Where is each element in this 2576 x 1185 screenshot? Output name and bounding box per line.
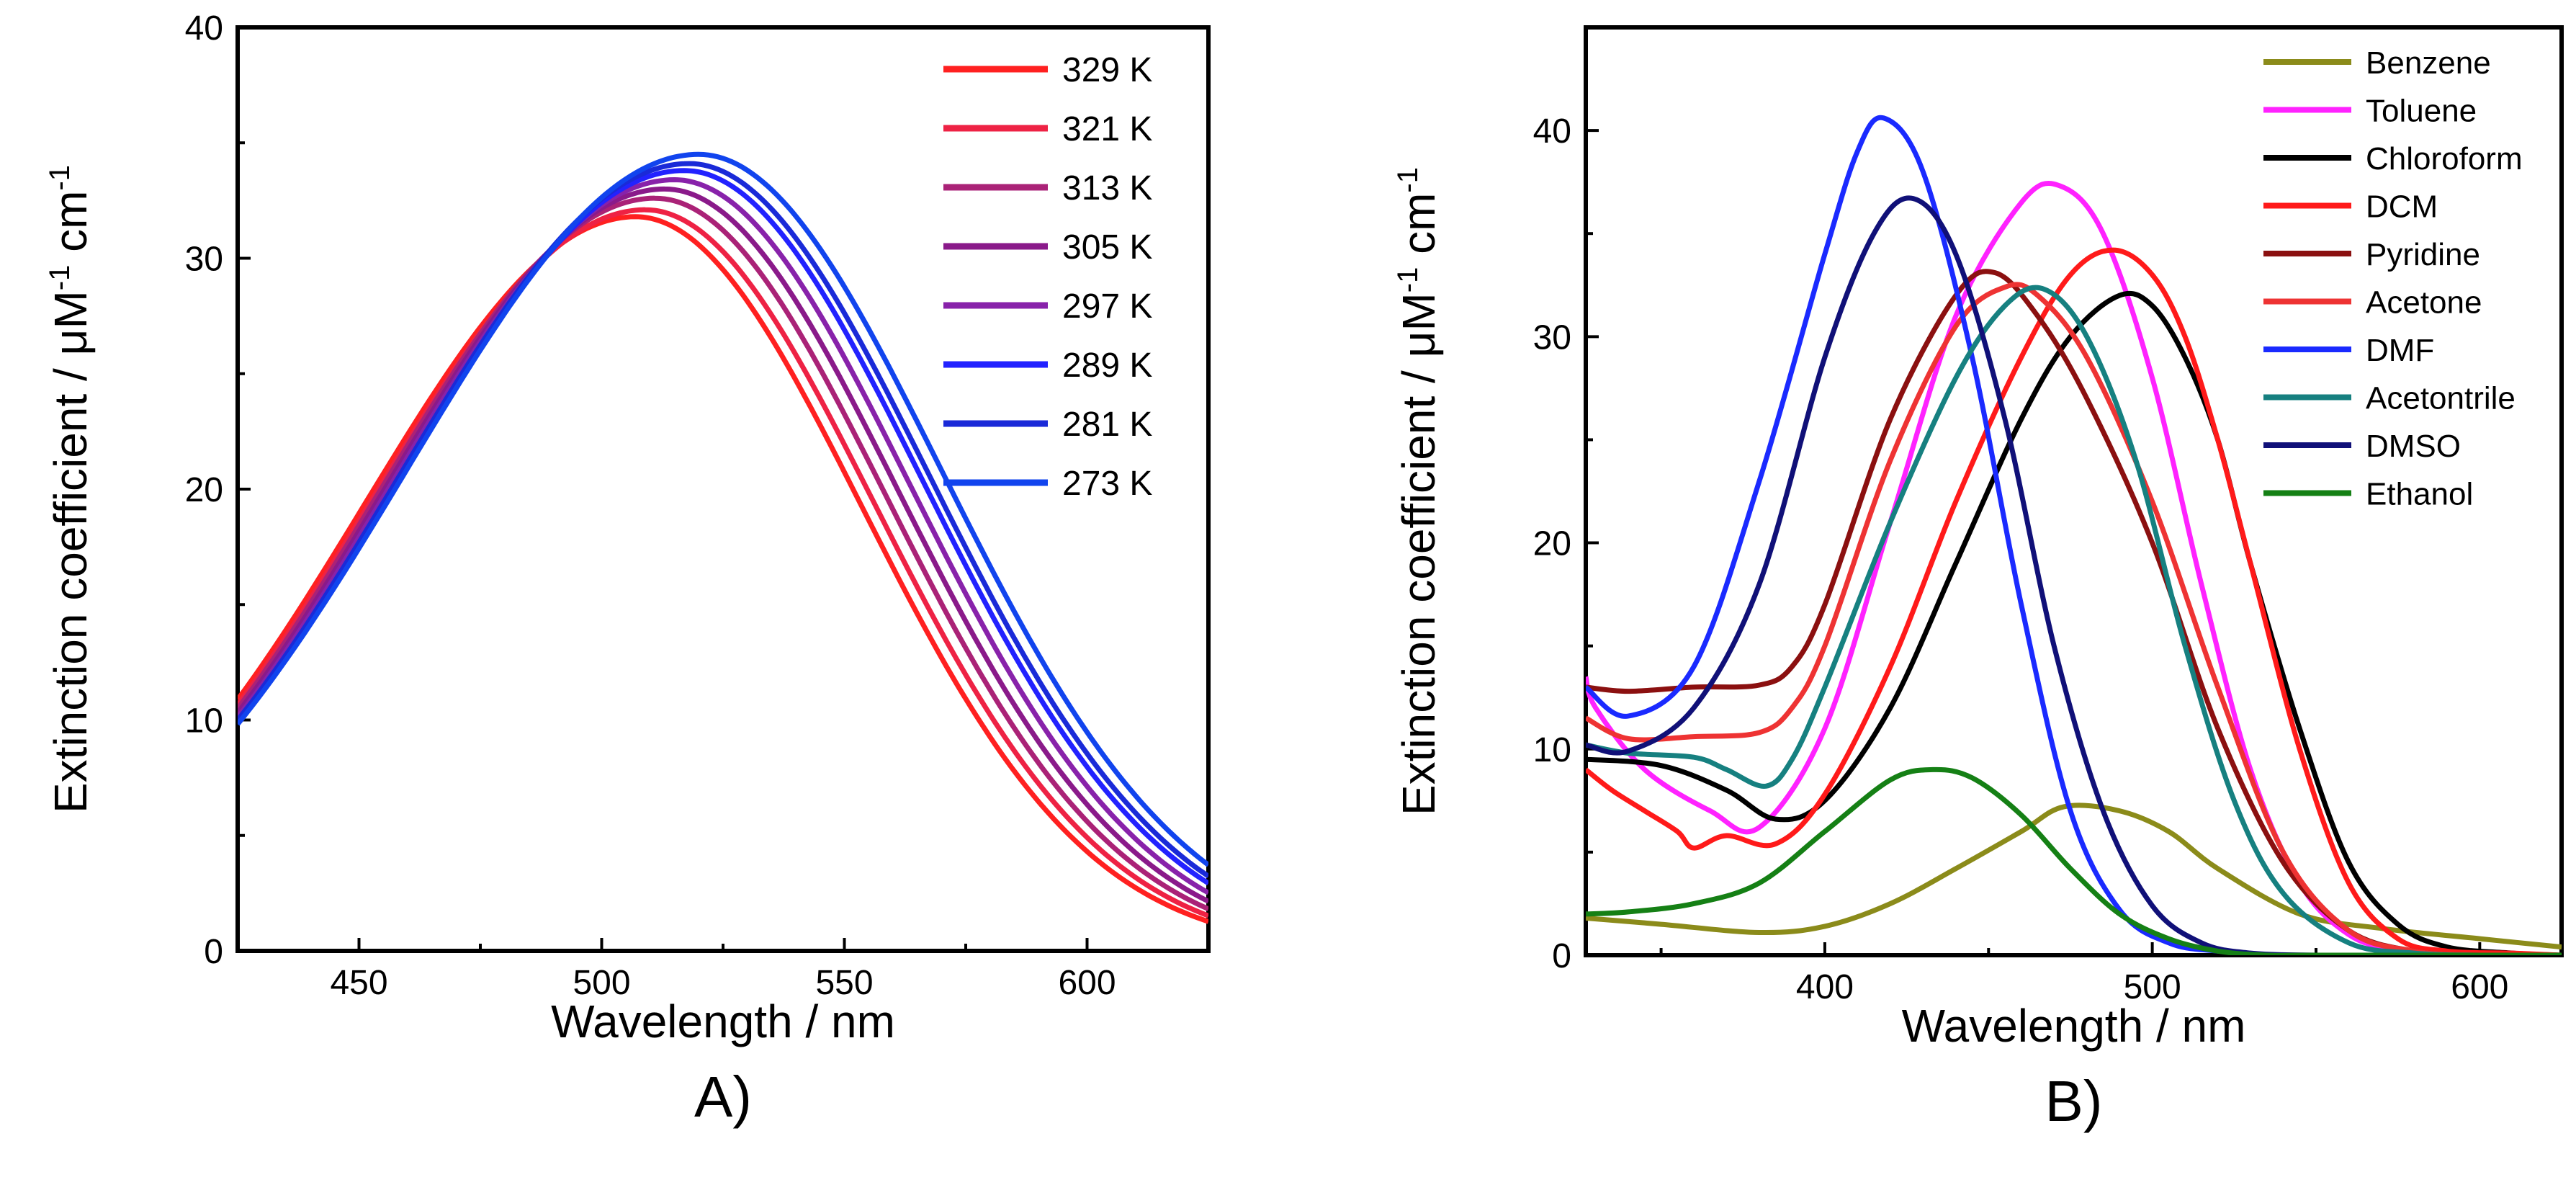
- y-tick-label: 40: [1533, 112, 1571, 151]
- y-axis-label-unit: cm: [45, 191, 97, 265]
- y-axis-label-sup: -1: [44, 265, 76, 291]
- y-tick-label: 0: [1552, 937, 1571, 975]
- legend-label: 273 K: [1062, 465, 1152, 503]
- series-line: [238, 151, 1208, 867]
- y-axis-label-main: Extinction coefficient / μM: [45, 290, 97, 813]
- y-tick-label: 10: [1533, 731, 1571, 769]
- legend-label: 297 K: [1062, 287, 1152, 326]
- x-tick-label: 500: [2124, 968, 2181, 1006]
- series-line: [1586, 247, 2562, 955]
- series-line: [1586, 802, 2562, 950]
- legend-label: 321 K: [1062, 110, 1152, 148]
- legend-label: Acetontrile: [2366, 381, 2516, 416]
- y-tick-label: 40: [185, 9, 223, 48]
- legend-label: 313 K: [1062, 169, 1152, 207]
- legend-label: 329 K: [1062, 51, 1152, 89]
- legend-label: DMF: [2366, 333, 2434, 368]
- x-tick-label: 550: [815, 964, 873, 1002]
- legend-label: Acetone: [2366, 285, 2482, 321]
- y-tick-label: 30: [185, 241, 223, 279]
- series-line: [1586, 766, 2562, 955]
- legend-label: DMSO: [2366, 429, 2461, 464]
- legend-label: DCM: [2366, 189, 2438, 225]
- series-line: [238, 176, 1208, 895]
- y-axis-label-main: Extinction coefficient / μM: [1393, 292, 1445, 815]
- series-line: [238, 186, 1208, 904]
- series-line: [1586, 180, 2562, 955]
- series-group: [238, 151, 1208, 924]
- series-line: [238, 161, 1208, 879]
- plot-frame: [1584, 25, 2564, 957]
- series-line: [1586, 285, 2562, 955]
- y-axis-label-sup: -1: [44, 165, 76, 191]
- legend-label: Pyridine: [2366, 237, 2480, 272]
- legend: Benzene Toluene Chloroform DCM Pyridine Aceto…: [2263, 45, 2523, 512]
- series-line: [1586, 290, 2562, 955]
- panel-b: 400 500 600 0 10 20 30 40 Wavelength / nm Extinct…: [1392, 25, 2564, 1133]
- y-tick-label: 20: [185, 471, 223, 509]
- y-axis-label-unit: cm: [1393, 193, 1445, 267]
- x-tick-label: 600: [2451, 968, 2508, 1006]
- legend: 329 K 321 K 313 K 305 K 297 K 289 K 281 K 273 K: [943, 51, 1152, 503]
- y-axis-label-sup: -1: [1392, 267, 1424, 293]
- series-line: [1586, 282, 2562, 955]
- legend-label: Chloroform: [2366, 141, 2523, 176]
- y-axis-label: Extinction coefficient / μM-1 cm-1: [44, 165, 97, 813]
- legend-label: Toluene: [2366, 94, 2477, 129]
- legend-label: 305 K: [1062, 228, 1152, 267]
- x-axis-label: Wavelength / nm: [1902, 1000, 2246, 1052]
- y-axis-label: Extinction coefficient / μM-1 cm-1: [1392, 167, 1445, 815]
- series-group: [1586, 115, 2562, 955]
- panel-label: B): [2045, 1069, 2103, 1133]
- x-tick-label: 500: [573, 964, 630, 1002]
- series-line: [238, 214, 1208, 924]
- series-line: [1586, 269, 2562, 955]
- y-tick-label: 20: [1533, 525, 1571, 563]
- y-tick-label: 10: [185, 702, 223, 741]
- legend-label: Ethanol: [2366, 477, 2473, 512]
- legend-label: 289 K: [1062, 346, 1152, 385]
- x-tick-label: 450: [330, 964, 387, 1002]
- panel-a: 450 500 550 600 0 10 20 30 40 Wavelength / nm Exti…: [44, 9, 1211, 1129]
- y-axis-label-sup: -1: [1392, 167, 1424, 193]
- x-axis-label: Wavelength / nm: [551, 996, 895, 1047]
- series-line: [238, 195, 1208, 911]
- y-tick-label: 0: [204, 933, 223, 971]
- x-tick-label: 600: [1058, 964, 1116, 1002]
- legend-label: 281 K: [1062, 406, 1152, 444]
- y-tick-label: 30: [1533, 318, 1571, 357]
- x-tick-label: 400: [1796, 968, 1854, 1006]
- legend-label: Benzene: [2366, 45, 2491, 81]
- panel-label: A): [694, 1065, 752, 1129]
